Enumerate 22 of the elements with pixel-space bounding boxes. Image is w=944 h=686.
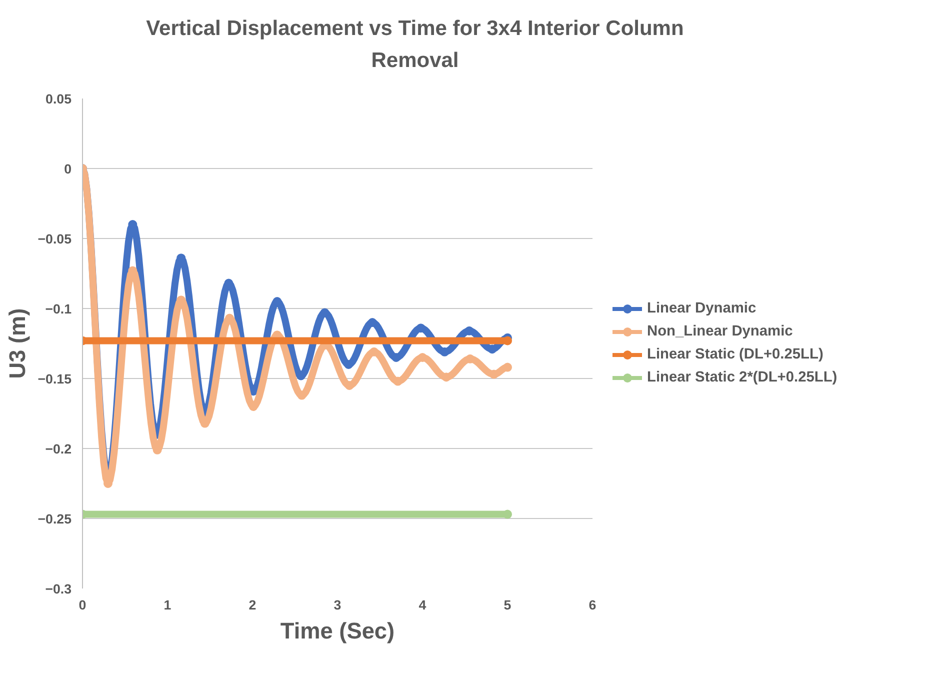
y-axis-title: U3 (m) <box>4 308 30 379</box>
x-axis-title: Time (Sec) <box>280 618 395 644</box>
x-tick-label: 4 <box>418 598 427 612</box>
x-tick-label: 5 <box>504 598 512 612</box>
y-tick-label: −0.15 <box>38 372 72 386</box>
y-tick-label: −0.25 <box>38 512 72 526</box>
y-tick-label: 0.05 <box>46 92 72 106</box>
legend-label: Linear Static 2*(DL+0.25LL) <box>647 370 838 386</box>
x-tick-label: 0 <box>78 598 86 612</box>
y-tick-label: −0.2 <box>45 442 72 456</box>
legend-label: Linear Dynamic <box>647 300 756 316</box>
legend-label: Non_Linear Dynamic <box>647 324 793 340</box>
x-tick-label: 1 <box>164 598 172 612</box>
y-tick-label: 0 <box>64 162 72 176</box>
y-tick-label: −0.1 <box>45 302 72 316</box>
x-tick-label: 6 <box>588 598 596 612</box>
y-tick-label: −0.3 <box>45 582 72 596</box>
x-tick-label: 3 <box>334 598 342 612</box>
legend-label: Linear Static (DL+0.25LL) <box>647 346 824 362</box>
y-tick-label: −0.05 <box>38 232 72 246</box>
chart-title: Vertical Displacement vs Time for 3x4 Interior Column Removal <box>145 16 685 74</box>
x-tick-label: 2 <box>248 598 256 612</box>
